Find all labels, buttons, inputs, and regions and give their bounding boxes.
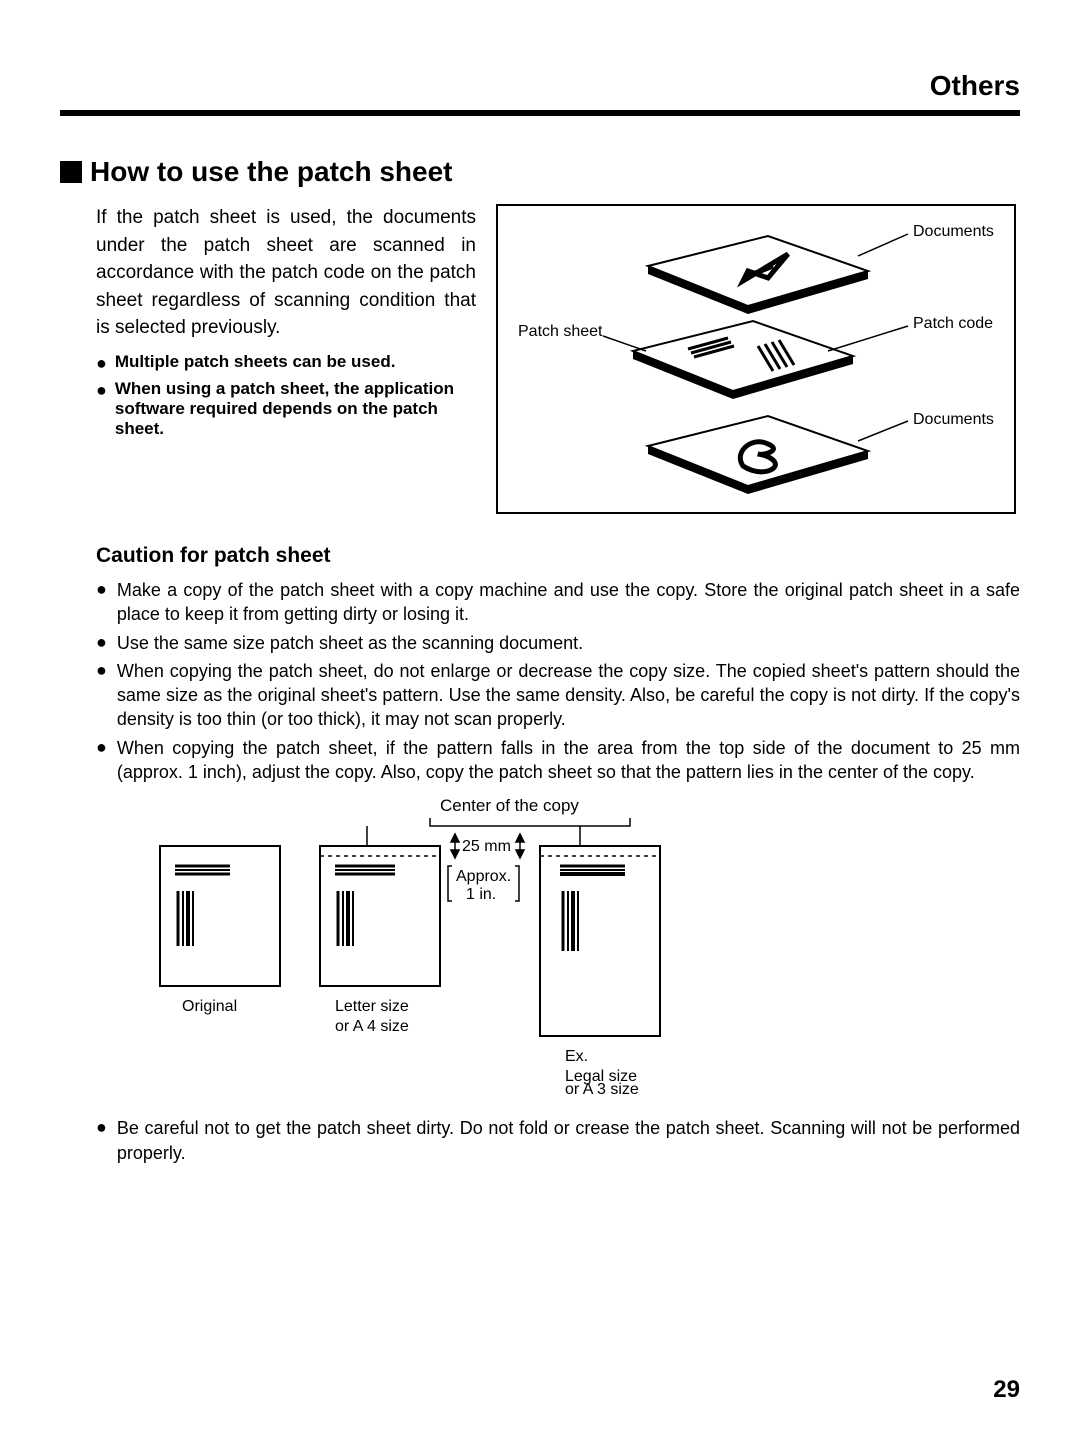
figure-label-a3: or A 3 size (565, 1081, 639, 1099)
diagram-label: Documents (913, 411, 994, 428)
bullet-icon: ● (96, 736, 107, 785)
diagram-label: Patch sheet (518, 323, 603, 340)
caution-text: Use the same size patch sheet as the sca… (117, 631, 583, 655)
intro-row: If the patch sheet is used, the docu­men… (96, 204, 1020, 514)
figure-label-ex: Ex. (565, 1048, 588, 1065)
copy-size-figure: Center of the copy Original (120, 796, 840, 1096)
bullet-icon: ● (96, 659, 107, 732)
copy-figure-svg: Original Letter size or A 4 size 25 mm (120, 796, 840, 1096)
caution-list: ● Make a copy of the patch sheet with a … (96, 578, 1020, 784)
caution-item: ● Make a copy of the patch sheet with a … (96, 578, 1020, 627)
center-copy-label: Center of the copy (440, 796, 579, 816)
intro-bullet: ● Multiple patch sheets can be used. (96, 352, 476, 375)
bullet-icon: ● (96, 352, 107, 375)
caution-item: ● When copying the patch sheet, do not e… (96, 659, 1020, 732)
caution-text: When copying the patch sheet, if the pat… (117, 736, 1020, 785)
section-title-row: How to use the patch sheet (60, 156, 1020, 188)
square-bullet-icon (60, 161, 82, 183)
page-number: 29 (993, 1376, 1020, 1404)
figure-label-original: Original (182, 998, 237, 1015)
patch-diagram-svg: Documents Patch sheet (498, 206, 1018, 516)
caution-heading: Caution for patch sheet (96, 544, 1020, 568)
bullet-icon: ● (96, 1116, 107, 1165)
header-divider (60, 110, 1020, 116)
figure-dim-approx: Approx. (456, 868, 511, 885)
caution-item: ● When copying the patch sheet, if the p… (96, 736, 1020, 785)
figure-dim-25mm: 25 mm (462, 838, 511, 855)
section-title: How to use the patch sheet (90, 156, 453, 188)
intro-bullet: ● When using a patch sheet, the applicat… (96, 379, 476, 439)
bullet-icon: ● (96, 379, 107, 439)
figure-label-letter: Letter size (335, 998, 409, 1015)
intro-bullet-text: When using a patch sheet, the applicatio… (115, 379, 476, 439)
bullet-icon: ● (96, 631, 107, 655)
figure-dim-1in: 1 in. (466, 886, 496, 903)
caution-text: Make a copy of the patch sheet with a co… (117, 578, 1020, 627)
caution-text: When copying the patch sheet, do not enl… (117, 659, 1020, 732)
bullet-icon: ● (96, 578, 107, 627)
caution-text: Be careful not to get the patch sheet di… (117, 1116, 1020, 1165)
caution-list-final: ● Be careful not to get the patch sheet … (96, 1116, 1020, 1165)
intro-paragraph: If the patch sheet is used, the docu­men… (96, 204, 476, 342)
header-title: Others (930, 70, 1020, 102)
diagram-label: Documents (913, 223, 994, 240)
caution-item: ● Be careful not to get the patch sheet … (96, 1116, 1020, 1165)
patch-sheet-diagram: Documents Patch sheet (496, 204, 1016, 514)
caution-item: ● Use the same size patch sheet as the s… (96, 631, 1020, 655)
intro-left-column: If the patch sheet is used, the docu­men… (96, 204, 476, 514)
page-header: Others (60, 70, 1020, 102)
diagram-label: Patch code (913, 315, 993, 332)
intro-bullet-text: Multiple patch sheets can be used. (115, 352, 396, 375)
figure-label-a4: or A 4 size (335, 1018, 409, 1035)
